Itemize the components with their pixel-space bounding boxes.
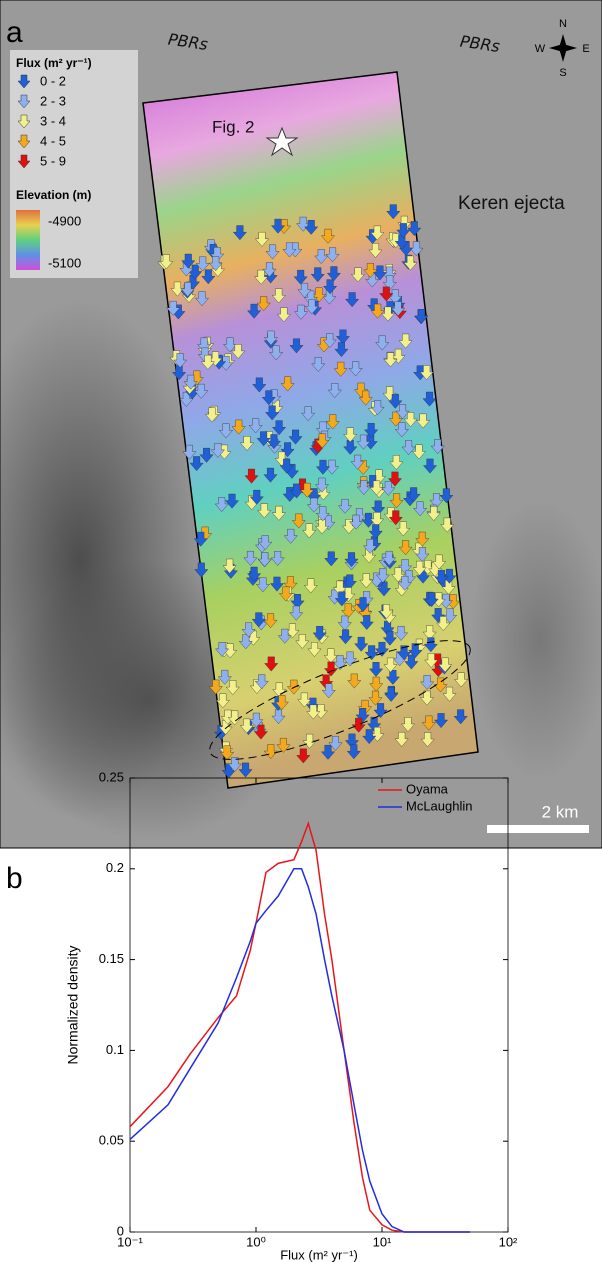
panel-label: b — [6, 862, 23, 895]
legend-title: Flux (m² yr⁻¹) — [16, 56, 92, 70]
compass-label: S — [559, 67, 566, 79]
map-label: Keren ejecta — [458, 193, 565, 214]
line — [130, 823, 470, 1232]
legend-label: McLaughlin — [406, 798, 473, 813]
legend-label: 3 - 4 — [40, 113, 66, 128]
line — [130, 869, 470, 1232]
legend-label: -4900 — [48, 213, 81, 228]
scale-label: 2 km — [542, 802, 579, 821]
compass-label: N — [559, 18, 567, 30]
y-tick-label: 0.15 — [99, 951, 124, 966]
y-axis-label: Normalized density — [65, 945, 81, 1064]
y-tick-label: 0.05 — [99, 1133, 124, 1148]
compass-label: E — [582, 43, 589, 55]
legend-label: -5100 — [48, 255, 81, 270]
x-axis-label: Flux (m² yr⁻¹) — [280, 1247, 358, 1262]
legend-label: Oyama — [406, 781, 449, 796]
figure: a PBRs PBRs Fig. 2 Keren ejecta Flux (m²… — [0, 0, 602, 1262]
x-tick-label: 10⁰ — [246, 1234, 266, 1249]
legend-label: 5 - 9 — [40, 153, 66, 168]
x-tick-label: 10¹ — [373, 1234, 392, 1249]
y-tick-label: 0.1 — [106, 1042, 124, 1057]
compass-label: W — [535, 43, 546, 55]
y-tick-label: 0.2 — [106, 860, 124, 875]
map-panel: a PBRs PBRs Fig. 2 Keren ejecta Flux (m²… — [0, 0, 602, 848]
page: {"map": {"panel_label": "a", "labels": [… — [0, 0, 602, 1262]
x-tick-label: 10⁻¹ — [117, 1234, 143, 1249]
legend-title: Elevation (m) — [16, 188, 91, 202]
panel-label: a — [6, 16, 23, 49]
map-label: Fig. 2 — [212, 117, 255, 136]
x-tick-label: 10² — [499, 1234, 518, 1249]
elevation-colorbar — [16, 210, 40, 270]
legend-label: 2 - 3 — [40, 93, 66, 108]
legend-label: 4 - 5 — [40, 133, 66, 148]
scale-bar — [487, 825, 589, 833]
y-tick-label: 0.25 — [99, 769, 124, 784]
legend-label: 0 - 2 — [40, 73, 66, 88]
